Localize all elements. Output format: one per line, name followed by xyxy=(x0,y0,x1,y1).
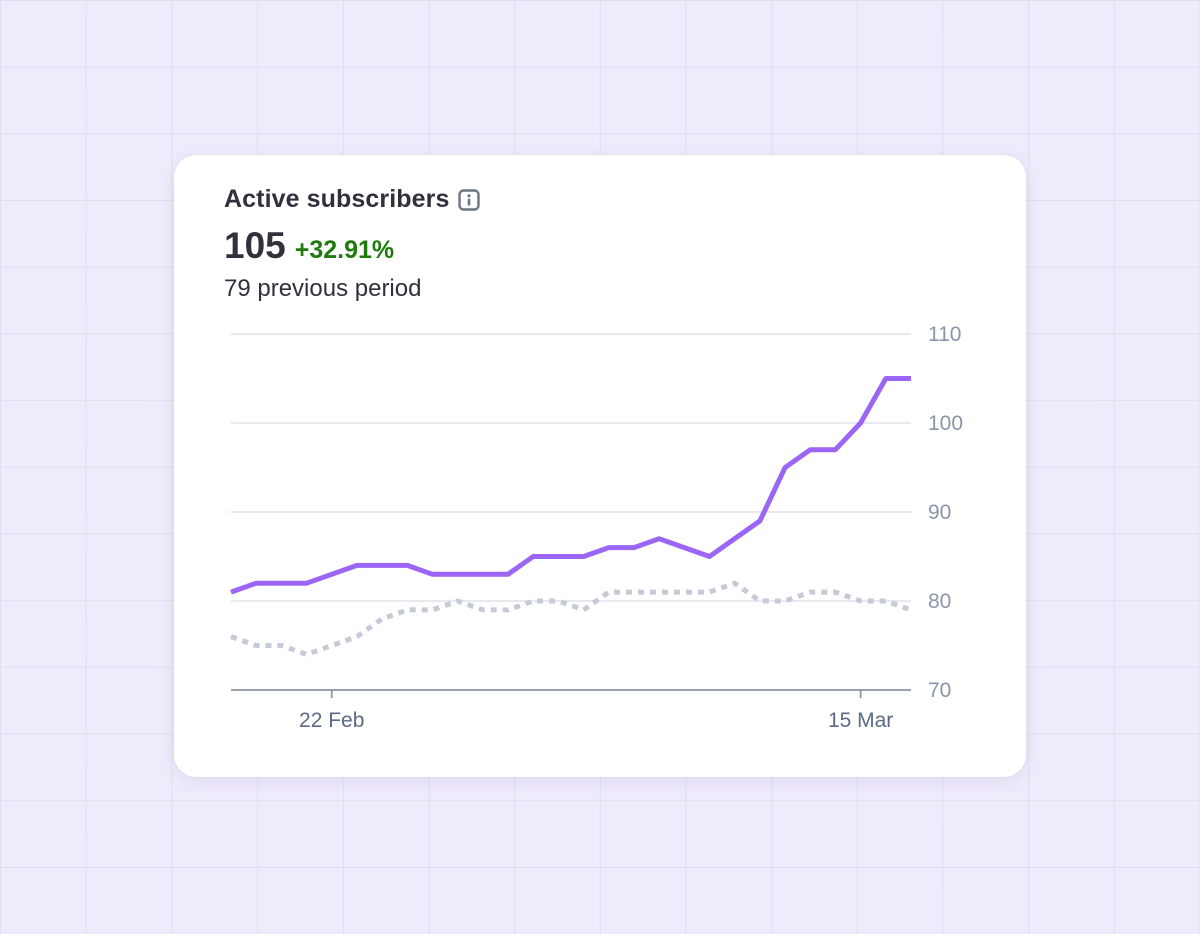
axes xyxy=(231,689,911,698)
active-subscribers-card: Active subscribers 105 +32.91% 79 previo… xyxy=(174,155,1026,777)
x-tick-label: 15 Mar xyxy=(828,709,893,732)
previous-period-line xyxy=(230,580,912,657)
info-icon[interactable] xyxy=(457,188,480,211)
current-period-line xyxy=(230,376,911,595)
x-tick-label: 22 Feb xyxy=(299,709,364,732)
y-tick-label-100: 100 xyxy=(928,412,963,435)
gridlines xyxy=(231,333,911,602)
y-tick-label-110: 110 xyxy=(928,323,961,346)
card-title: Active subscribers xyxy=(224,185,450,213)
y-tick-label-80: 80 xyxy=(928,590,951,613)
tick-labels: 70 80 90 100 110 22 Feb 15 Mar xyxy=(299,323,963,732)
metric-row: 105 +32.91% xyxy=(224,225,394,267)
previous-period-text: 79 previous period xyxy=(224,275,422,302)
line-chart: 70 80 90 100 110 22 Feb 15 Mar xyxy=(230,323,963,732)
metric-value: 105 xyxy=(224,225,286,266)
card-header: Active subscribers xyxy=(224,185,480,214)
y-tick-label-90: 90 xyxy=(928,501,951,524)
metric-delta: +32.91% xyxy=(294,236,395,264)
series xyxy=(230,376,912,657)
y-tick-label-70: 70 xyxy=(928,679,951,702)
